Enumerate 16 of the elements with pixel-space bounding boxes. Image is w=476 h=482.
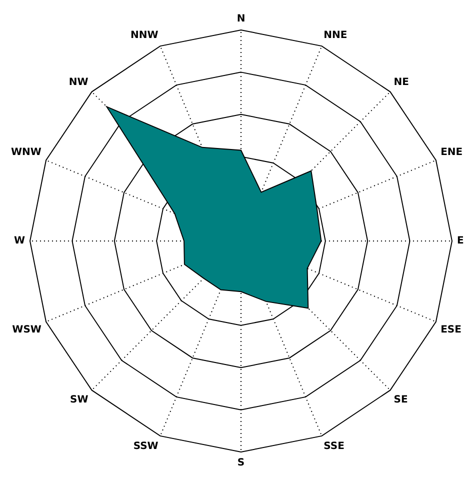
spoke-label: ESE: [440, 324, 462, 336]
spoke-label: NNE: [324, 30, 348, 42]
spoke-label: NW: [68, 76, 88, 88]
spoke-label: W: [14, 236, 25, 247]
spoke-label: SSE: [324, 441, 345, 452]
spoke-label: S: [237, 458, 245, 469]
spoke-label: E: [457, 236, 464, 247]
spoke-label: N: [236, 14, 246, 25]
spoke-label: SW: [70, 394, 88, 406]
spoke-label: SE: [394, 394, 408, 406]
spoke-label: ENE: [440, 146, 463, 158]
spoke-label: NE: [394, 76, 410, 88]
spoke-label: NNW: [130, 30, 158, 42]
spoke-label: WNW: [10, 146, 42, 158]
spoke-label: SSW: [133, 441, 158, 452]
spoke-label: WSW: [12, 324, 42, 336]
